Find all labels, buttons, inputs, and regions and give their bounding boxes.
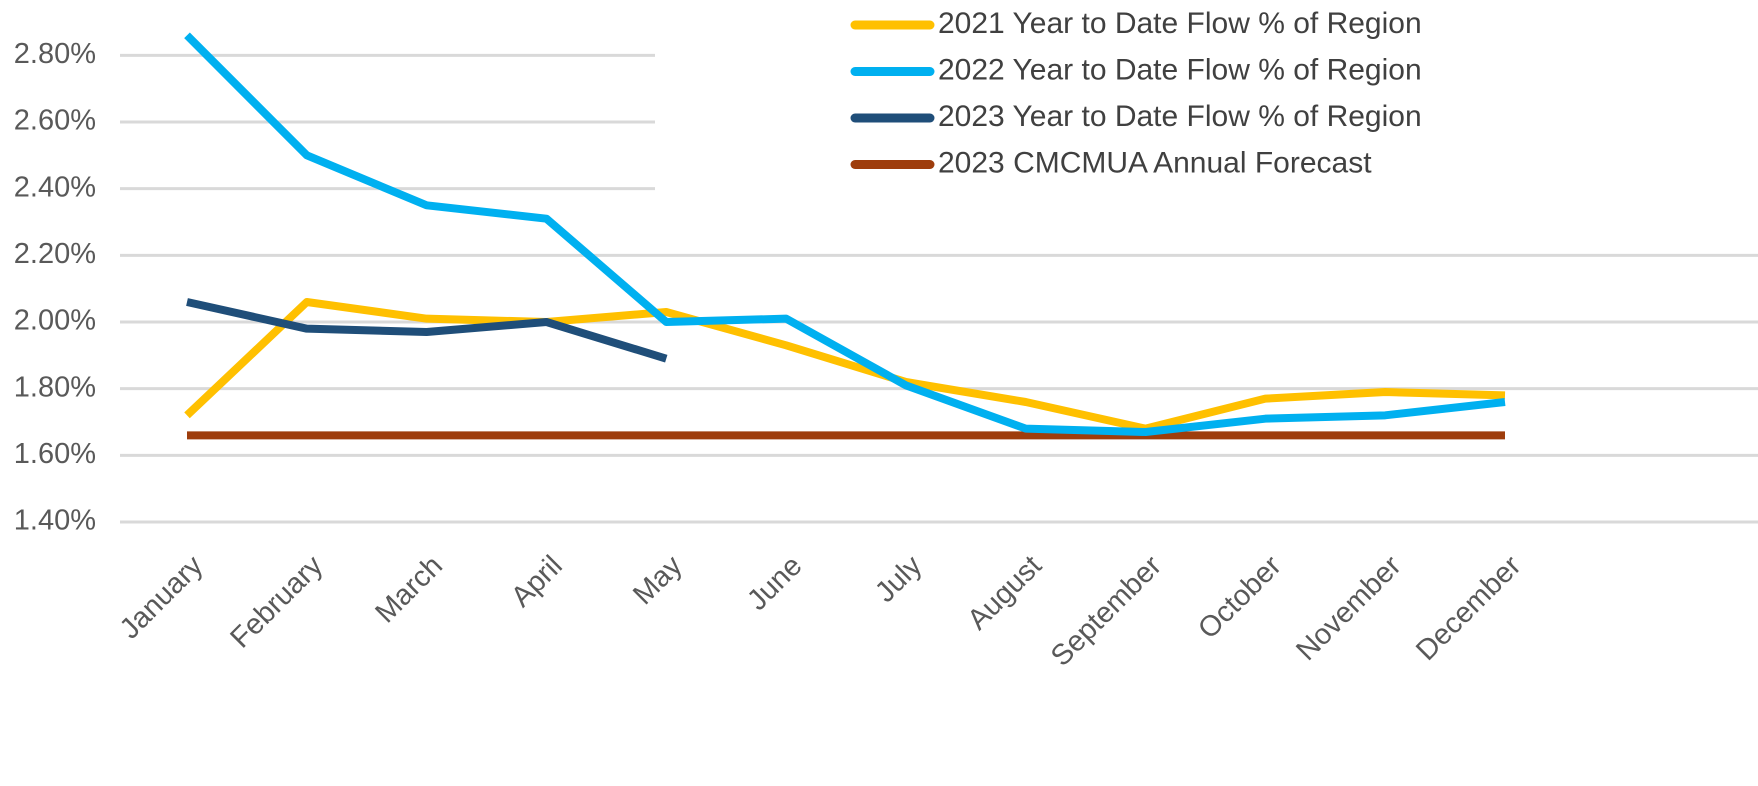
y-tick-label: 2.80% [14, 38, 96, 70]
x-tick-label: August [962, 550, 1048, 636]
legend: 2021 Year to Date Flow % of Region 2022 Y… [655, 0, 1758, 205]
series-line [186, 298, 668, 363]
y-tick-label: 2.60% [14, 105, 96, 137]
legend-background [655, 0, 1758, 205]
y-tick-label: 2.20% [14, 238, 96, 270]
x-tick-label: April [505, 550, 569, 614]
series-line [184, 298, 1506, 433]
x-tick-label: November [1290, 550, 1407, 667]
legend-label: 2021 Year to Date Flow % of Region [938, 7, 1422, 40]
y-tick-label: 1.80% [14, 371, 96, 403]
x-tick-label: September [1045, 549, 1168, 672]
x-tick-label: June [741, 550, 808, 617]
x-tick-label: January [114, 549, 210, 645]
legend-label: 2023 CMCMUA Annual Forecast [938, 146, 1372, 179]
series-line [184, 32, 1506, 436]
x-tick-label: July [869, 549, 928, 608]
x-tick-label: October [1192, 550, 1288, 646]
y-tick-label: 1.40% [14, 505, 96, 537]
y-tick-label: 1.60% [14, 438, 96, 470]
y-tick-label: 2.00% [14, 305, 96, 337]
legend-label: 2023 Year to Date Flow % of Region [938, 100, 1422, 133]
x-tick-label: February [224, 549, 329, 654]
x-tick-label: December [1410, 550, 1527, 667]
y-tick-label: 2.40% [14, 171, 96, 203]
x-tick-label: May [627, 549, 689, 611]
x-tick-label: March [369, 550, 449, 630]
legend-label: 2022 Year to Date Flow % of Region [938, 53, 1422, 86]
